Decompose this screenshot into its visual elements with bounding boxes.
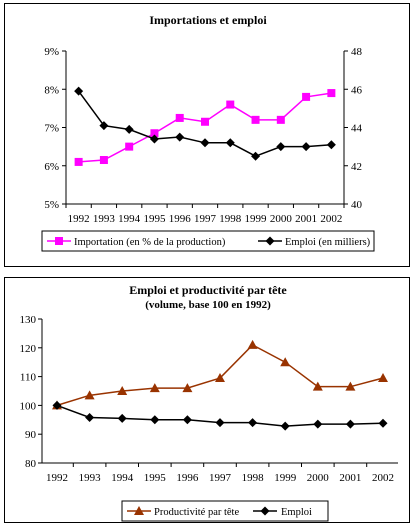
chart2-series-1-point (313, 419, 323, 429)
chart2-x-tick-label: 1998 (242, 472, 265, 484)
chart1-x-tick-label: 1995 (143, 213, 166, 225)
chart1-x-tick-label: 1992 (68, 213, 90, 225)
chart1-series-1-point (124, 124, 134, 134)
chart2-legend-box (121, 500, 329, 522)
chart1-left-tick-label: 5% (44, 199, 59, 211)
chart2-series-0-point (182, 383, 193, 393)
chart1-series-0-point (302, 92, 311, 101)
chart2-y-tick-label: 130 (20, 314, 37, 326)
chart2-series-0-point (312, 381, 323, 391)
chart1-series-0-point (327, 89, 336, 98)
chart1-left-tick-label: 8% (44, 84, 59, 96)
chart1-series-1-point (225, 138, 235, 148)
chart2-title: Emploi et productivité par tête (129, 283, 287, 297)
chart2-x-tick-label: 1996 (176, 472, 199, 484)
chart1-x-tick-label: 2001 (295, 213, 317, 225)
chart1-series-1-point (149, 134, 159, 144)
chart2-series-1-point (85, 412, 95, 422)
chart1-series-0-point (125, 142, 134, 151)
chart2-x-tick-label: 2001 (339, 472, 361, 484)
chart2-x-tick-label: 1994 (111, 472, 134, 484)
chart2-series-0-point (117, 386, 128, 395)
chart2-y-tick-label: 110 (20, 372, 37, 384)
chart2-x-tick-label: 2002 (372, 472, 394, 484)
chart2-series-0-point (345, 381, 356, 391)
chart2-series-0-point (84, 390, 95, 400)
chart1-right-tick-label: 46 (351, 84, 363, 96)
chart2-svg: Emploi et productivité par tête (volume,… (20, 283, 398, 522)
chart2-y-tick-label: 90 (25, 429, 37, 441)
chart1-x-tick-label: 1993 (93, 213, 116, 225)
chart1-series-0-point (251, 115, 260, 124)
chart2-series-1-point (215, 418, 225, 428)
chart2-x-tick-label: 1999 (274, 472, 297, 484)
chart1-series-0-point (74, 157, 83, 166)
chart1-series-0-point (150, 129, 159, 138)
chart1-legend-label: Emploi (en milliers) (285, 237, 371, 248)
chart1-series-1-point (175, 132, 185, 142)
chart1-series-0-point (226, 100, 235, 109)
chart2-legend-label: Productivité par tête (154, 507, 239, 518)
chart2-series-1-point (248, 418, 258, 428)
chart2-series-1-point (150, 415, 160, 425)
chart1-right-tick-label: 44 (351, 123, 363, 135)
chart2-series-1-point (280, 421, 290, 431)
chart1-series-0-point (175, 113, 184, 122)
chart2-y-tick-label: 100 (20, 400, 37, 412)
chart1-legend-box (41, 230, 375, 252)
chart1-x-tick-label: 2000 (270, 213, 293, 225)
chart2-legend-swatch-marker (260, 506, 270, 516)
chart2-legend-label: Emploi (281, 507, 312, 518)
chart1-x-tick-label: 1999 (245, 213, 268, 225)
chart2-series-0-point (247, 339, 258, 349)
chart1-series-0-point (276, 115, 285, 124)
chart1-series-0-point (201, 117, 209, 126)
chart1-series-1-point (276, 142, 286, 152)
chart1-x-tick-label: 2002 (320, 213, 342, 225)
chart-emploi-productivite: Emploi et productivité par tête (volume,… (4, 277, 410, 523)
chart2-series-1-point (378, 418, 388, 428)
chart1-left-tick-label: 6% (44, 161, 59, 173)
chart1-legend-swatch-marker (265, 236, 275, 246)
chart-importations-emploi: Importations et emploi 5% 6% 7% 8% 9% 40 42 44 4… (4, 3, 410, 267)
chart2-series-1-point (52, 400, 62, 410)
chart1-right-tick-label: 48 (351, 46, 363, 58)
chart1-x-tick-label: 1996 (169, 213, 192, 225)
chart1-series-1-point (251, 151, 261, 161)
chart1-right-tick-label: 42 (351, 161, 362, 173)
chart1-left-tick-label: 7% (44, 123, 59, 135)
chart1-title: Importations et emploi (149, 13, 267, 27)
chart1-legend-label: Importation (en % de la production) (74, 237, 226, 248)
chart1-series-1-point (326, 140, 336, 150)
chart2-x-tick-label: 2000 (307, 472, 330, 484)
chart1-x-tick-label: 1994 (118, 213, 141, 225)
chart1-svg: Importations et emploi 5% 6% 7% 8% 9% 40 42 44 4… (41, 13, 375, 252)
chart1-legend-swatch-marker (55, 237, 63, 245)
chart2-x-tick-label: 1993 (79, 472, 102, 484)
chart2-subtitle: (volume, base 100 en 1992) (145, 299, 271, 311)
chart1-series-0-point (99, 156, 108, 165)
chart2-series-1-point (182, 415, 192, 425)
chart2-series-0-point (378, 373, 388, 383)
chart2-y-tick-label: 120 (20, 343, 37, 355)
chart2-series-0-point (149, 383, 160, 393)
chart2-series-1-point (345, 419, 355, 429)
chart1-series-1-point (74, 86, 84, 96)
chart1-series-1-point (99, 121, 109, 131)
chart2-series-0-point (280, 357, 291, 367)
chart1-x-tick-label: 1997 (194, 213, 217, 225)
chart1-series-1-point (301, 142, 311, 152)
chart2-y-tick-label: 80 (25, 458, 37, 470)
chart2-x-tick-label: 1995 (144, 472, 167, 484)
chart1-right-tick-label: 40 (351, 199, 363, 211)
chart1-x-tick-label: 1998 (219, 213, 242, 225)
chart2-x-tick-label: 1997 (209, 472, 232, 484)
chart1-series-1-point (200, 138, 210, 148)
chart2-legend-swatch-marker (134, 506, 144, 515)
chart1-left-tick-label: 9% (44, 46, 59, 58)
chart2-series-1-point (117, 413, 127, 423)
chart2-x-tick-label: 1992 (46, 472, 68, 484)
chart2-series-0-point (215, 373, 225, 383)
